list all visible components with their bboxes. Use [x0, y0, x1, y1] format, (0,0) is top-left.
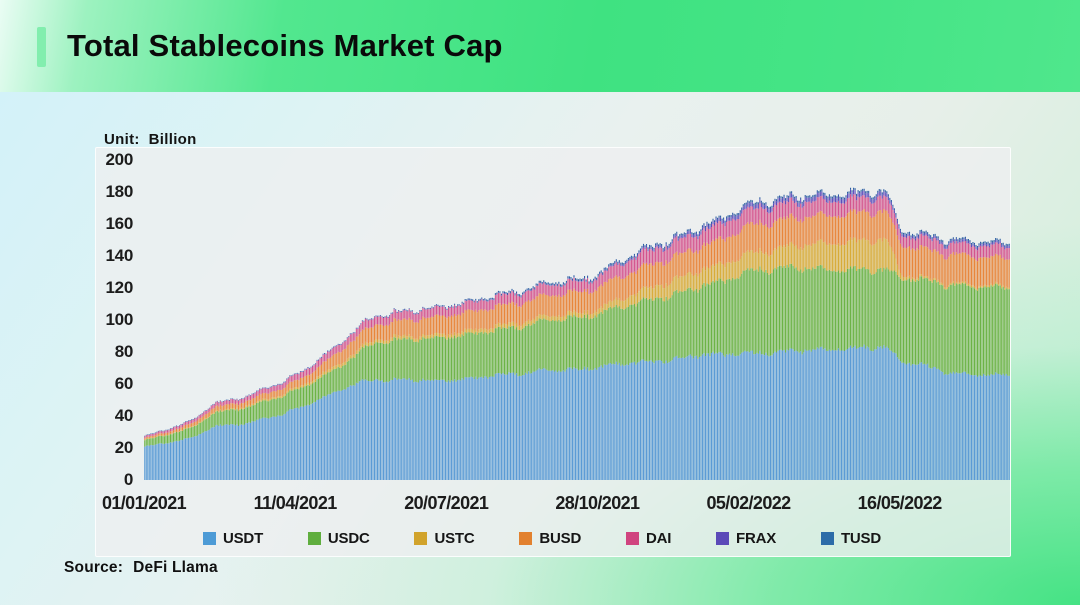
series-bars-tusd [144, 187, 1010, 437]
x-tick-label: 16/05/2022 [857, 493, 943, 513]
y-tick-label: 120 [105, 278, 134, 297]
legend-swatch-usdc [307, 531, 321, 545]
unit-label-value: Billion [148, 131, 197, 148]
legend-swatch-ustc [414, 531, 428, 545]
legend-item-ustc: USTC [414, 529, 475, 547]
axis-unit-label: Unit: Billion [104, 131, 197, 148]
x-tick-label: 20/07/2021 [404, 493, 489, 513]
y-tick-label: 60 [114, 374, 134, 393]
legend-label: FRAX [736, 529, 777, 547]
legend-swatch-usdt [203, 531, 216, 545]
y-tick-label: 20 [114, 438, 134, 457]
legend-item-usdt: USDT [203, 530, 263, 547]
source-label: Source: [64, 559, 124, 576]
series-bars-frax [144, 189, 1010, 437]
y-tick-label: 200 [105, 150, 134, 169]
source-value: DeFi Llama [133, 559, 218, 576]
series-bars-dai [144, 194, 1010, 439]
legend-item-dai: DAI [625, 529, 672, 547]
legend-label: USDC [327, 529, 370, 547]
page-title: Total Stablecoins Market Cap [67, 28, 503, 63]
x-tick-label: 28/10/2021 [555, 493, 640, 513]
legend-item-usdc: USDC [307, 529, 370, 547]
title-accent-bar [37, 27, 46, 67]
unit-label-key: Unit: [104, 131, 140, 148]
legend-swatch-frax [716, 531, 730, 545]
legend-swatch-tusd [820, 531, 834, 545]
y-tick-label: 80 [114, 342, 134, 361]
legend-label: USTC [434, 529, 475, 547]
legend-swatch-dai [625, 531, 639, 545]
series-bars-busd [144, 209, 1010, 440]
x-tick-label: 01/01/2021 [101, 493, 187, 513]
x-tick-label: 05/02/2022 [706, 493, 791, 513]
legend-swatch-busd [519, 531, 533, 545]
y-tick-label: 0 [123, 470, 133, 489]
series-bars-usdc [144, 263, 1010, 447]
series-bars-usdt [144, 344, 1010, 480]
title-bar: Total Stablecoins Market Cap [0, 0, 1080, 92]
y-tick-label: 140 [105, 246, 134, 265]
legend-label: BUSD [539, 529, 582, 547]
legend-label: USDT [223, 529, 264, 547]
y-tick-label: 160 [105, 214, 134, 233]
source-line: Source: DeFi Llama [64, 559, 218, 577]
x-tick-label: 11/04/2021 [253, 493, 338, 513]
stacked-bar-plot [144, 187, 1010, 480]
legend-item-busd: BUSD [519, 530, 581, 547]
legend-item-frax: FRAX [716, 530, 776, 547]
series-bars-ustc [144, 237, 1010, 441]
y-tick-label: 100 [105, 310, 134, 329]
y-tick-label: 40 [114, 406, 134, 425]
y-tick-label: 180 [105, 182, 134, 201]
legend-label: TUSD [840, 529, 881, 547]
legend-item-tusd: TUSD [820, 529, 881, 547]
legend: USDT USDC USTC BUSD DAI FRAX TUSD [203, 528, 881, 548]
unit-separator [140, 131, 149, 148]
legend-label: DAI [645, 529, 672, 547]
